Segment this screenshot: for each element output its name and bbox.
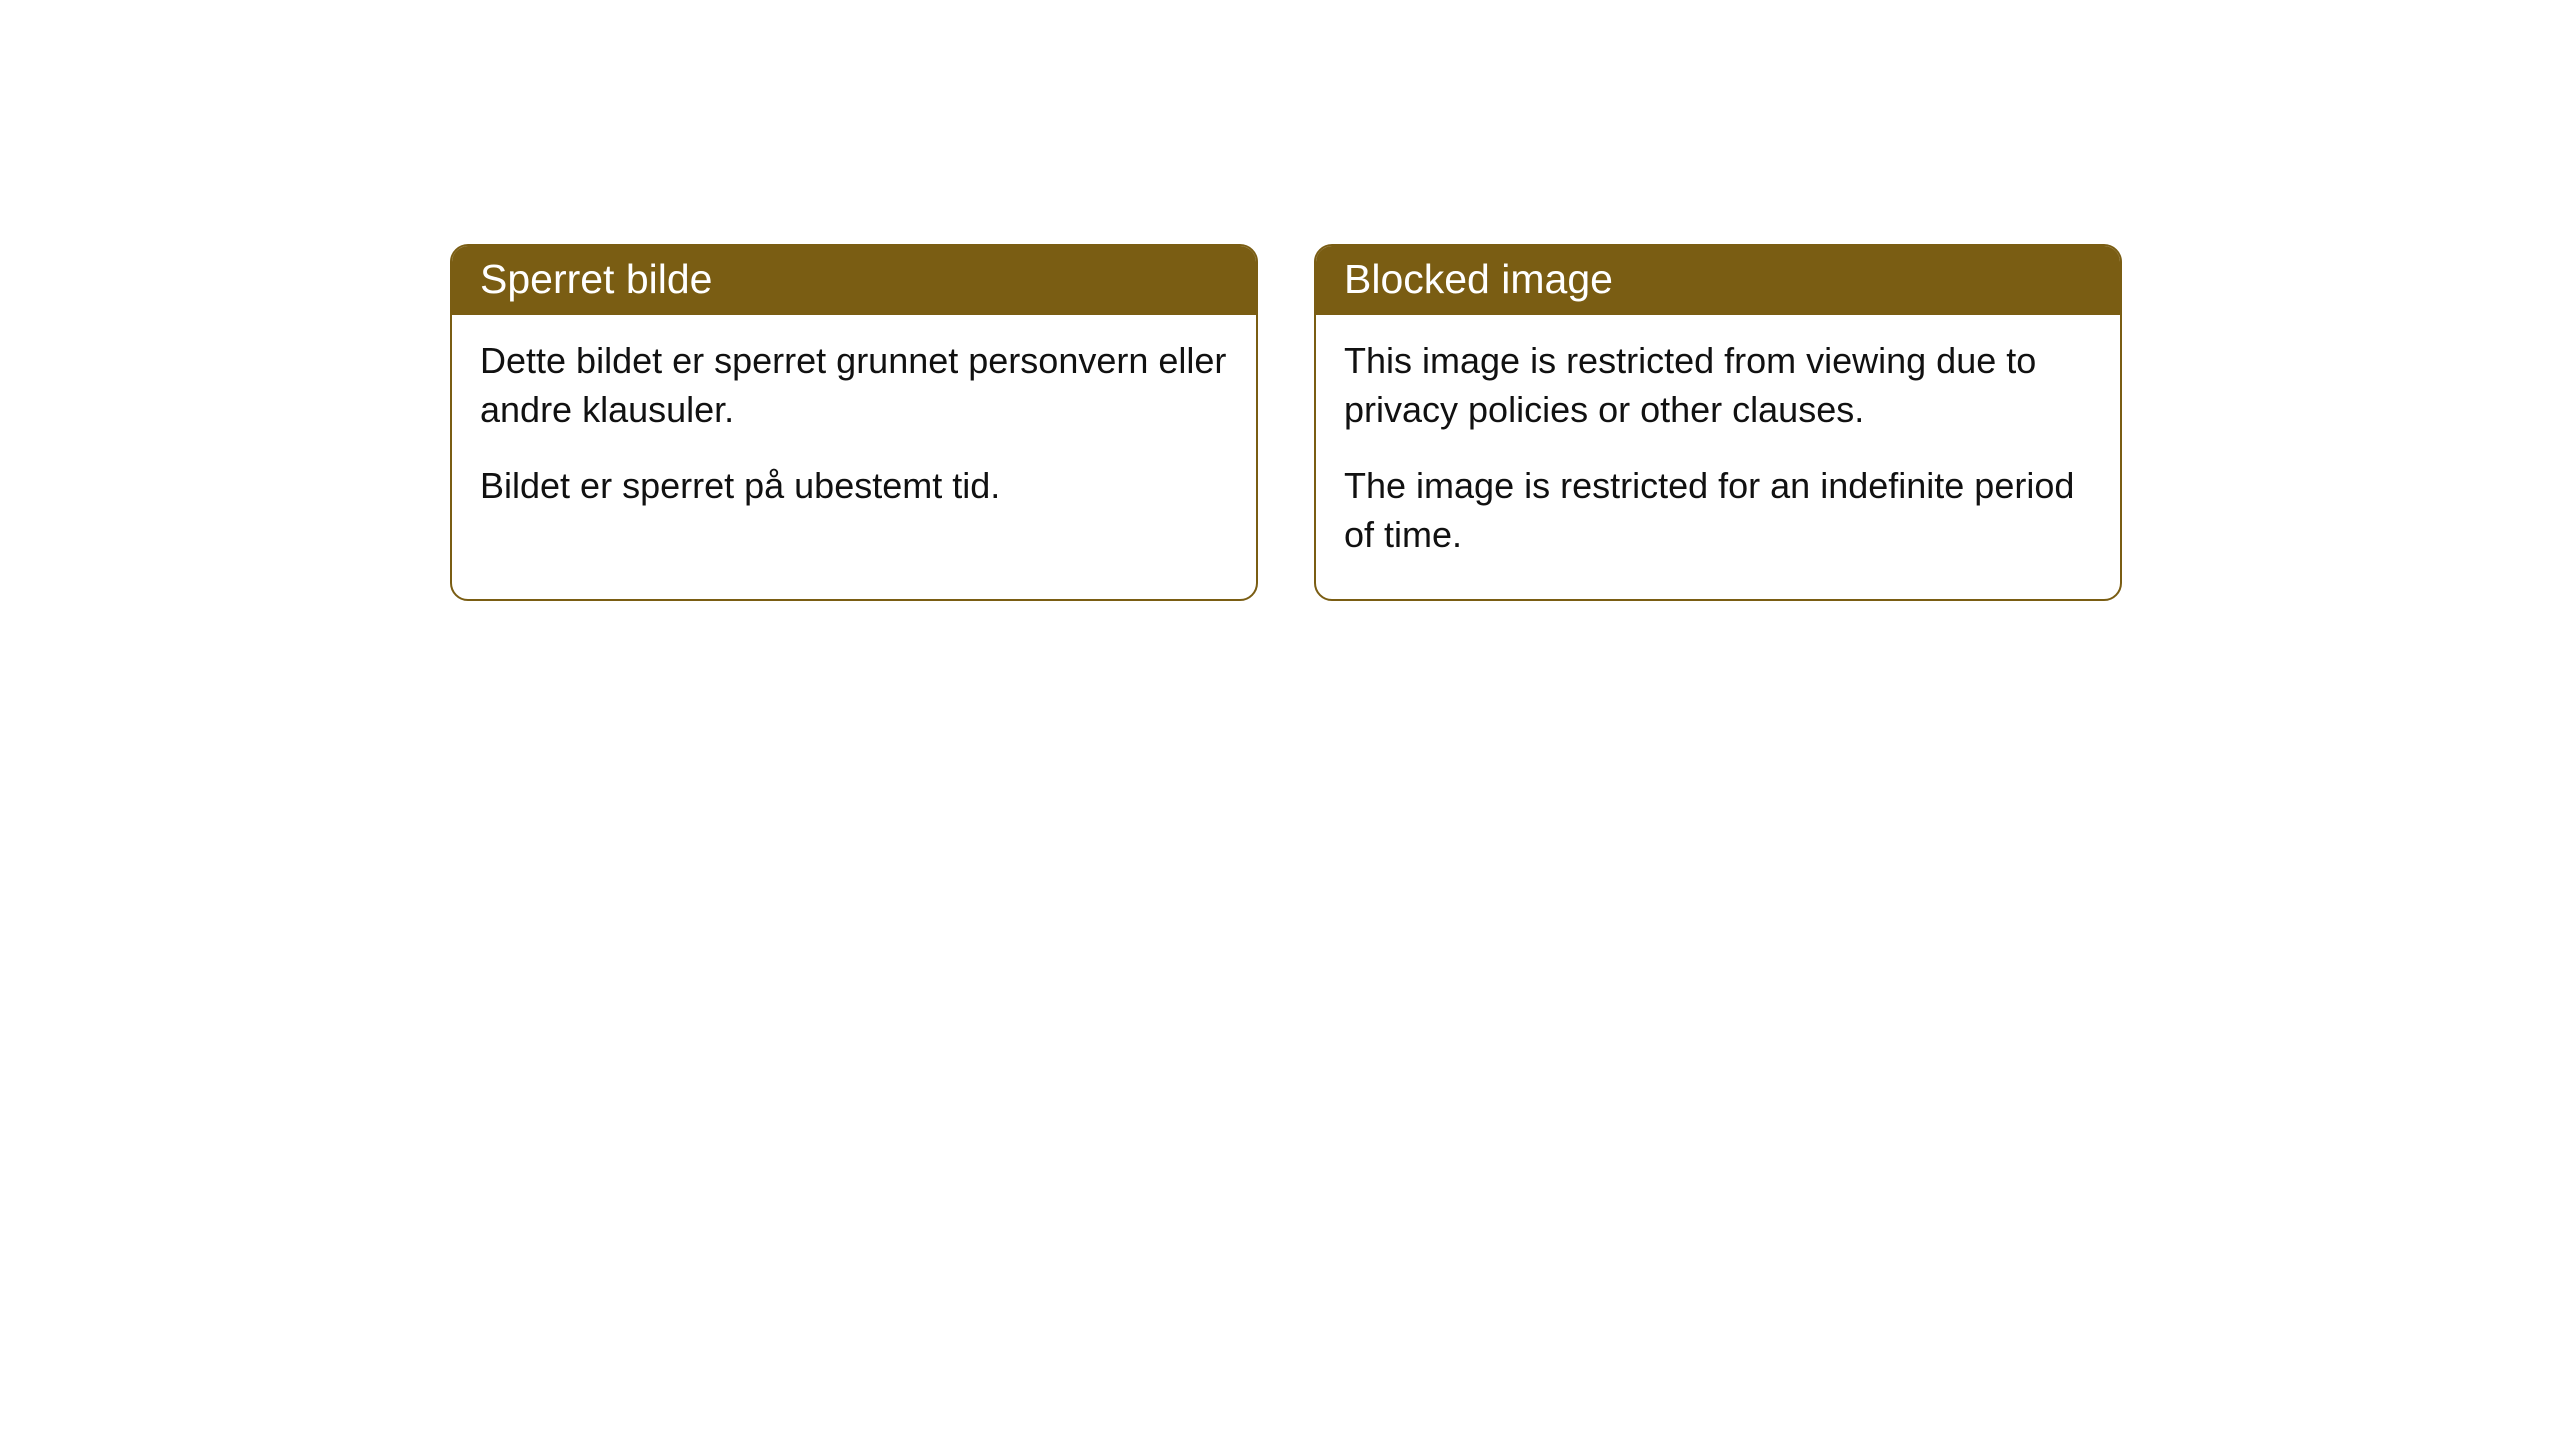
card-body-no: Dette bildet er sperret grunnet personve… — [452, 315, 1256, 551]
blocked-image-card-no: Sperret bilde Dette bildet er sperret gr… — [450, 244, 1258, 601]
card-header-no: Sperret bilde — [452, 246, 1256, 315]
card-paragraph: Bildet er sperret på ubestemt tid. — [480, 462, 1228, 511]
cards-container: Sperret bilde Dette bildet er sperret gr… — [450, 244, 2122, 601]
card-header-en: Blocked image — [1316, 246, 2120, 315]
card-body-en: This image is restricted from viewing du… — [1316, 315, 2120, 599]
card-paragraph: Dette bildet er sperret grunnet personve… — [480, 337, 1228, 434]
card-paragraph: This image is restricted from viewing du… — [1344, 337, 2092, 434]
blocked-image-card-en: Blocked image This image is restricted f… — [1314, 244, 2122, 601]
card-paragraph: The image is restricted for an indefinit… — [1344, 462, 2092, 559]
